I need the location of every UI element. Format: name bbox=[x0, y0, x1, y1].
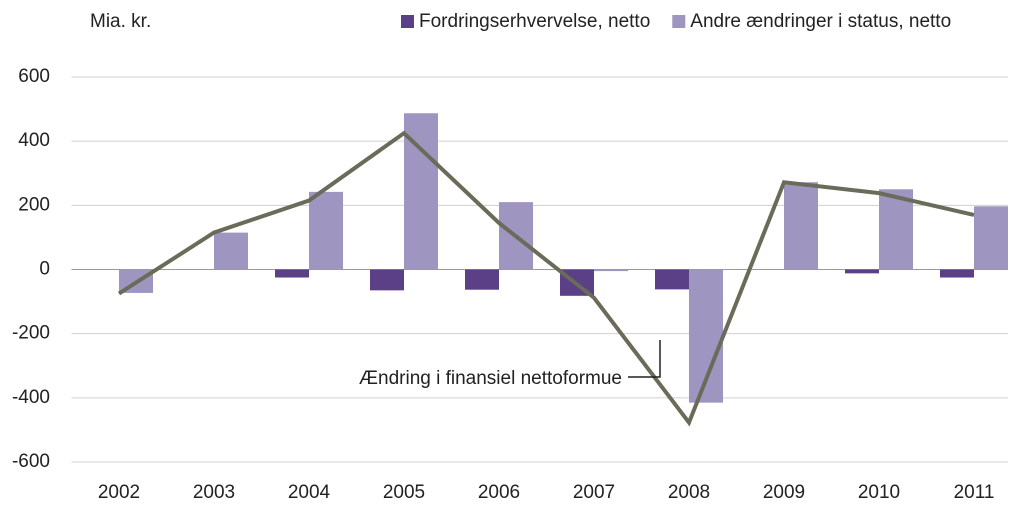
legend-label: Fordringserhvervelse, netto bbox=[419, 11, 650, 32]
x-tick-label: 2008 bbox=[668, 482, 710, 503]
bar bbox=[940, 269, 974, 278]
bar bbox=[309, 191, 343, 270]
bar bbox=[275, 269, 309, 278]
unit-label: Mia. kr. bbox=[90, 11, 151, 32]
bar bbox=[879, 189, 913, 270]
bar bbox=[465, 269, 499, 290]
y-tick-label: 600 bbox=[18, 66, 50, 87]
bar bbox=[974, 206, 1008, 270]
bar bbox=[845, 269, 879, 274]
bar bbox=[655, 269, 689, 290]
bar bbox=[784, 182, 818, 270]
x-tick-label: 2004 bbox=[288, 482, 331, 503]
leader-line bbox=[628, 340, 661, 378]
x-tick-label: 2009 bbox=[763, 482, 805, 503]
x-tick-label: 2011 bbox=[954, 482, 995, 503]
y-tick-label: -600 bbox=[12, 451, 50, 472]
x-tick-label: 2002 bbox=[98, 482, 140, 503]
line-annotation: Ændring i finansiel nettoformue bbox=[359, 368, 622, 389]
y-tick-label: 200 bbox=[18, 194, 50, 215]
line bbox=[117, 130, 975, 427]
x-tick-label: 2010 bbox=[858, 482, 900, 503]
legend-swatch bbox=[401, 15, 414, 28]
bar bbox=[594, 269, 628, 272]
bar bbox=[370, 269, 404, 291]
y-tick-label: 0 bbox=[39, 259, 50, 280]
y-tick-label: 400 bbox=[18, 130, 50, 151]
x-tick-label: 2005 bbox=[383, 482, 425, 503]
bar bbox=[214, 232, 248, 270]
y-tick-label: -200 bbox=[12, 323, 50, 344]
x-tick-label: 2006 bbox=[478, 482, 520, 503]
y-tick-label: -400 bbox=[12, 387, 50, 408]
x-tick-label: 2007 bbox=[573, 482, 615, 503]
x-tick-label: 2003 bbox=[193, 482, 235, 503]
legend-swatch bbox=[672, 15, 686, 28]
legend-label: Andre ændringer i status, netto bbox=[690, 11, 951, 32]
